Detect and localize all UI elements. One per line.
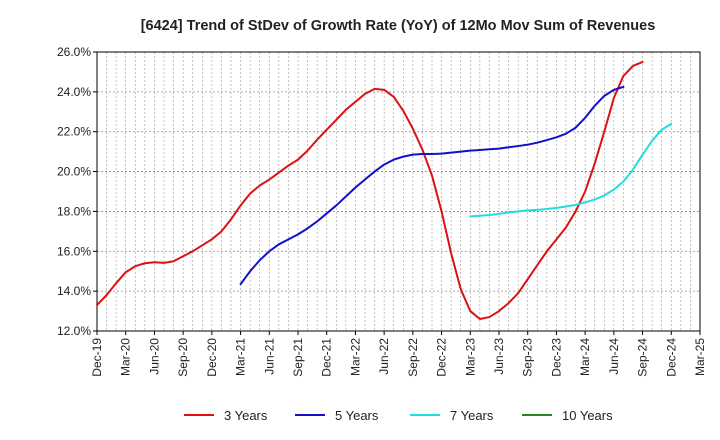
x-tick-label: Sep-22 bbox=[406, 338, 420, 377]
series-line-5-years bbox=[239, 85, 625, 286]
legend-label: 5 Years bbox=[335, 408, 379, 423]
x-tick-label: Dec-19 bbox=[90, 338, 104, 377]
x-tick-label: Dec-21 bbox=[320, 338, 334, 377]
x-tick-label: Mar-23 bbox=[463, 338, 477, 376]
y-tick-label: 22.0% bbox=[57, 125, 91, 139]
legend-label: 3 Years bbox=[224, 408, 268, 423]
chart-title: [6424] Trend of StDev of Growth Rate (Yo… bbox=[141, 18, 656, 34]
y-tick-label: 14.0% bbox=[57, 284, 91, 298]
legend: 3 Years 5 Years 7 Years 10 Years bbox=[184, 408, 613, 423]
series-line-3-years bbox=[96, 60, 644, 321]
x-tick-label: Dec-23 bbox=[549, 338, 563, 377]
x-tick-label: Mar-21 bbox=[234, 338, 248, 376]
x-tick-label: Mar-24 bbox=[578, 338, 592, 376]
legend-label: 7 Years bbox=[450, 408, 494, 423]
y-tick-label: 12.0% bbox=[57, 324, 91, 338]
y-tick-label: 20.0% bbox=[57, 165, 91, 179]
x-tick-label: Mar-25 bbox=[693, 338, 707, 376]
x-tick-label: Jun-21 bbox=[262, 338, 276, 375]
series-line-7-years bbox=[469, 122, 673, 218]
y-tick-label: 24.0% bbox=[57, 85, 91, 99]
x-tick-label: Jun-20 bbox=[147, 338, 161, 375]
y-tick-label: 16.0% bbox=[57, 244, 91, 258]
x-tick-label: Jun-23 bbox=[492, 338, 506, 375]
x-tick-label: Sep-21 bbox=[291, 338, 305, 377]
x-tick-label: Jun-22 bbox=[377, 338, 391, 375]
x-tick-label: Mar-20 bbox=[119, 338, 133, 376]
x-tick-label: Jun-24 bbox=[607, 338, 621, 375]
plot-frame bbox=[96, 51, 701, 332]
x-tick-label: Dec-24 bbox=[664, 338, 678, 377]
x-tick-label: Sep-20 bbox=[176, 338, 190, 377]
series-group bbox=[96, 60, 673, 321]
x-tick-label: Mar-22 bbox=[348, 338, 362, 376]
x-tick-label: Dec-20 bbox=[205, 338, 219, 377]
x-tick-label: Dec-22 bbox=[435, 338, 449, 377]
grid bbox=[97, 52, 700, 331]
y-tick-label: 18.0% bbox=[57, 204, 91, 218]
x-tick-label: Sep-24 bbox=[636, 338, 650, 377]
y-axis: 12.0% 14.0% 16.0% 18.0% 20.0% 22.0% 24.0% 26.0% bbox=[57, 45, 97, 338]
x-axis: Dec-19 Mar-20 Jun-20 Sep-20 Dec-20 Mar-21 Jun-… bbox=[90, 331, 707, 377]
legend-label: 10 Years bbox=[562, 408, 613, 423]
x-tick-label: Sep-23 bbox=[521, 338, 535, 377]
y-tick-label: 26.0% bbox=[57, 45, 91, 59]
